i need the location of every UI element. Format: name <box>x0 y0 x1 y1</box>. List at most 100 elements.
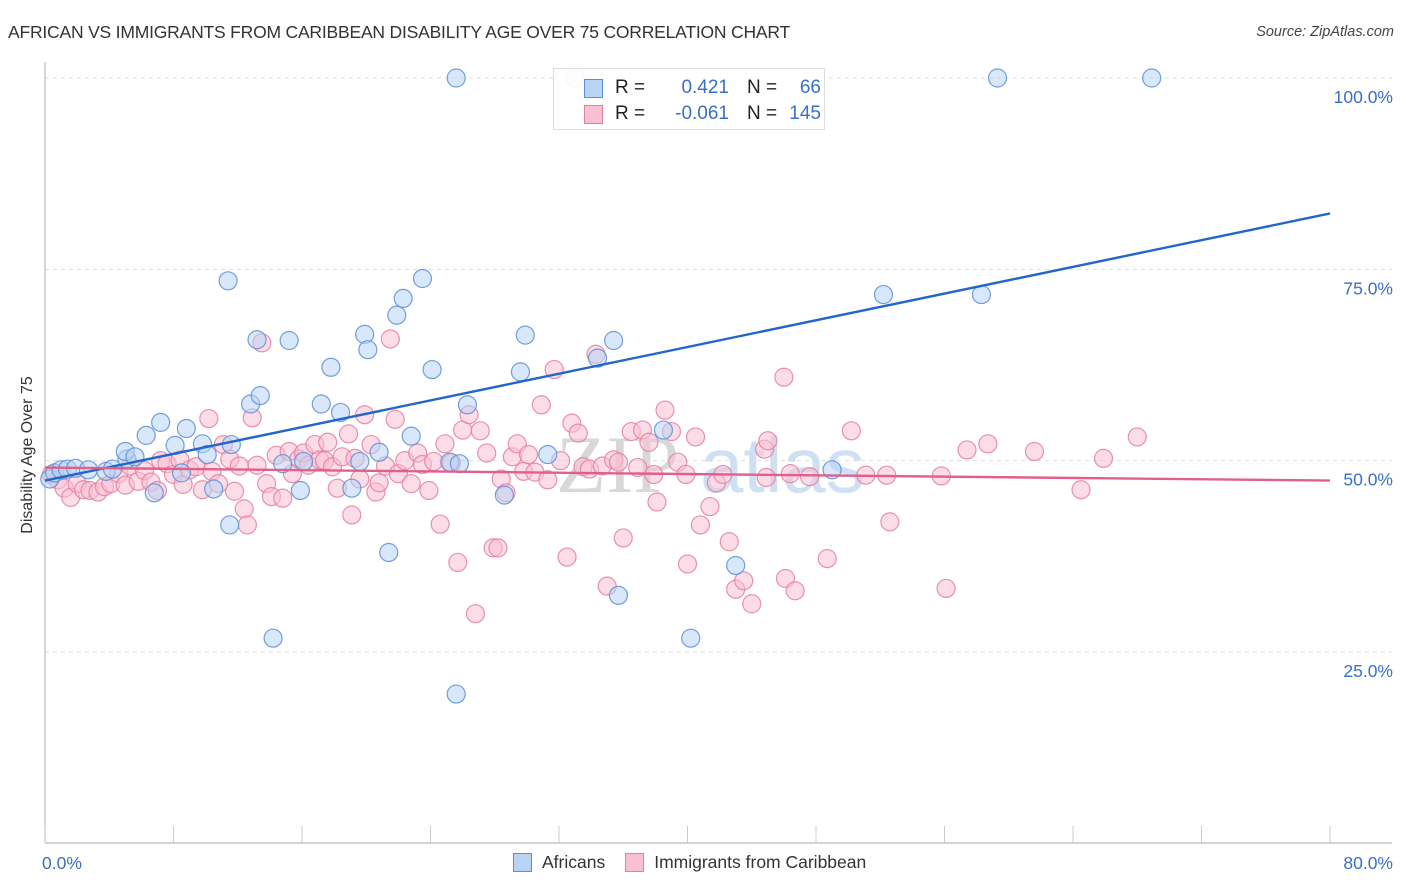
source-label: Source: ZipAtlas.com <box>1256 24 1394 40</box>
data-point <box>1093 448 1114 468</box>
y-tick-label: 25.0% <box>1343 661 1393 681</box>
data-point <box>218 271 238 291</box>
data-point <box>987 68 1008 88</box>
r-label: R = <box>615 77 646 98</box>
data-point <box>171 463 192 483</box>
data-point <box>273 454 293 474</box>
legend-item-africans[interactable]: Africans <box>513 852 605 873</box>
data-point <box>719 532 739 552</box>
data-point <box>204 479 224 499</box>
data-point <box>510 362 531 382</box>
data-point <box>273 488 293 508</box>
data-point <box>538 470 558 490</box>
data-point <box>144 483 164 503</box>
data-point <box>568 423 588 443</box>
r-value: 0.421 <box>681 77 729 98</box>
data-point <box>628 457 648 478</box>
data-point <box>311 394 331 414</box>
data-point <box>422 359 442 380</box>
legend-label: Immigrants from Caribbean <box>654 852 867 872</box>
n-label: N = <box>747 103 778 124</box>
africans-swatch <box>584 78 603 98</box>
data-point <box>446 684 466 704</box>
x-tick-label: 0.0% <box>42 853 82 873</box>
data-point <box>379 542 399 563</box>
n-value: 66 <box>799 77 821 98</box>
africans-swatch <box>513 853 532 872</box>
data-point <box>290 480 310 501</box>
data-point <box>199 408 219 429</box>
data-point <box>841 421 861 441</box>
data-point <box>608 452 629 472</box>
data-point <box>655 400 675 420</box>
data-point <box>604 330 624 351</box>
data-point <box>799 467 820 487</box>
data-point <box>321 357 341 377</box>
data-point <box>608 585 629 605</box>
grid-lines <box>45 77 1392 653</box>
legend-item-caribbean[interactable]: Immigrants from Caribbean <box>625 852 866 873</box>
y-axis-label: Disability Age Over 75 <box>19 376 36 534</box>
data-point <box>385 409 405 429</box>
r-value: -0.061 <box>675 103 729 124</box>
data-point <box>457 395 478 415</box>
data-point <box>330 402 351 423</box>
data-point <box>151 412 171 432</box>
y-tick-label: 100.0% <box>1334 87 1393 107</box>
data-point <box>639 432 659 452</box>
data-point <box>279 330 299 351</box>
data-point <box>448 552 468 573</box>
data-point <box>873 284 894 305</box>
data-point <box>817 549 837 569</box>
data-point <box>1024 441 1045 462</box>
data-point <box>136 425 156 445</box>
legend-row-caribbean: R = -0.061 N = 145 <box>584 102 821 126</box>
data-point <box>224 481 245 501</box>
data-point <box>756 467 776 488</box>
data-point <box>250 385 270 406</box>
data-point <box>587 348 608 368</box>
data-point <box>419 480 439 501</box>
data-point <box>412 268 433 289</box>
data-point <box>538 444 558 465</box>
data-point <box>465 604 486 624</box>
data-point <box>435 434 455 454</box>
tick-labels: 100.0% 75.0% 50.0% 25.0% 0.0% 80.0% <box>42 87 1393 873</box>
data-point <box>350 451 370 472</box>
data-point <box>263 628 283 648</box>
data-point <box>957 440 977 460</box>
data-point <box>234 499 254 519</box>
n-label: N = <box>747 77 778 98</box>
data-point <box>936 578 956 599</box>
data-point <box>318 432 338 452</box>
data-point <box>488 538 508 558</box>
data-point <box>613 528 633 548</box>
r-label: R = <box>615 103 646 124</box>
legend-label: Africans <box>542 852 606 872</box>
data-point <box>401 426 421 446</box>
data-point <box>758 431 778 451</box>
data-point <box>247 330 267 350</box>
data-point <box>734 571 754 591</box>
data-point <box>220 515 240 535</box>
data-point <box>1071 480 1091 500</box>
caribbean-swatch <box>584 104 603 124</box>
data-point <box>369 442 389 462</box>
data-point <box>338 424 359 444</box>
data-point <box>380 329 400 349</box>
data-point <box>237 515 257 535</box>
data-point <box>176 418 196 439</box>
data-point <box>247 455 267 475</box>
data-point <box>647 492 667 512</box>
africans-points <box>40 68 1162 704</box>
data-point <box>685 427 706 447</box>
data-point <box>515 325 535 345</box>
data-point <box>677 554 698 574</box>
data-point <box>477 443 497 463</box>
data-point <box>700 496 720 517</box>
trend-lines <box>44 212 1331 482</box>
data-point <box>401 474 421 494</box>
data-point <box>1127 427 1147 447</box>
y-tick-label: 50.0% <box>1343 470 1393 490</box>
data-point <box>494 485 514 505</box>
